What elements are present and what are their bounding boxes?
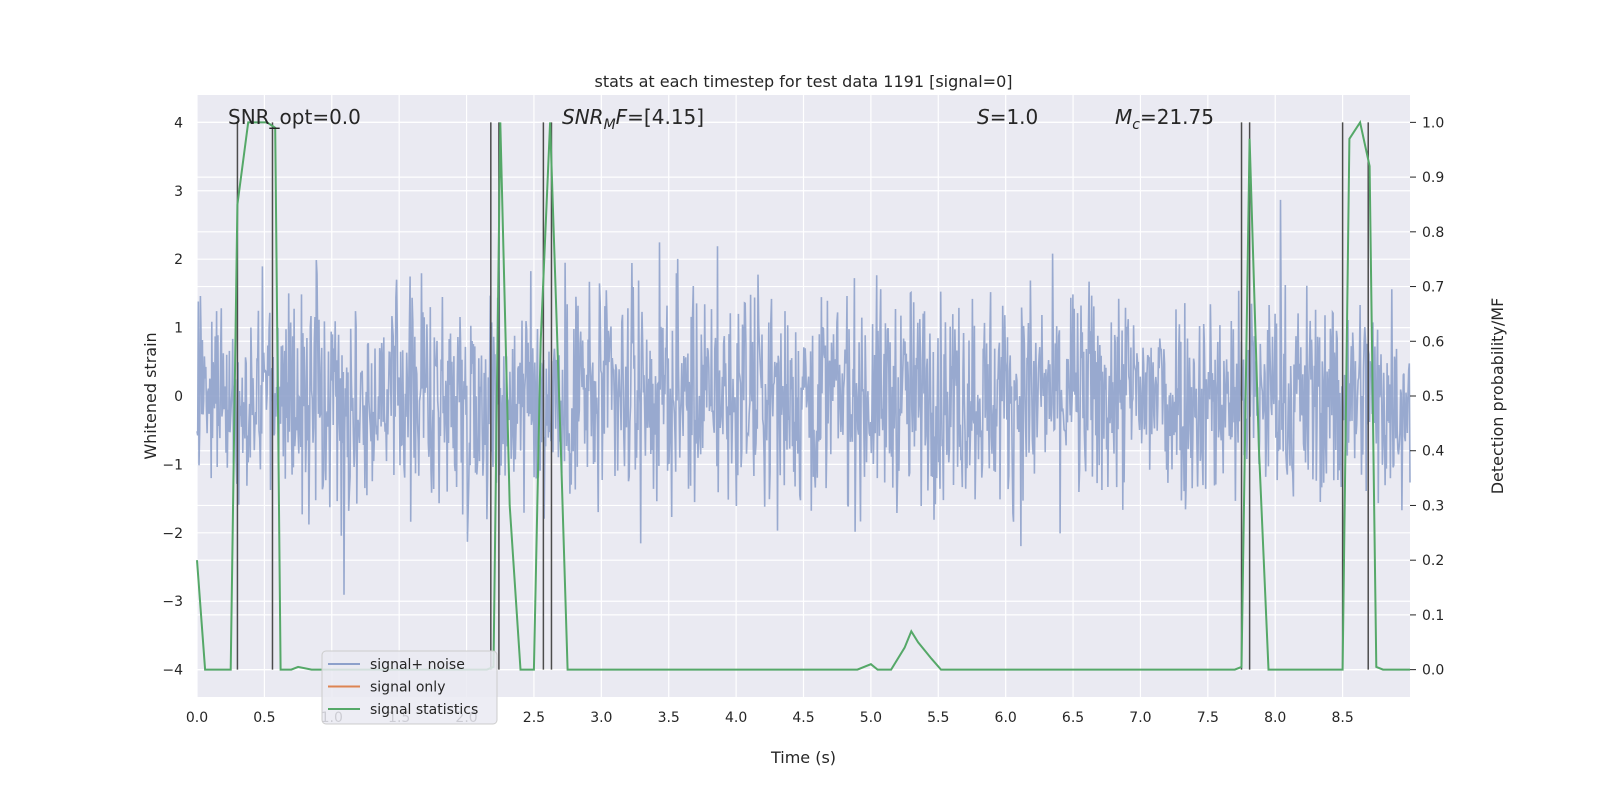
x-tick-label: 6.0 (995, 710, 1017, 726)
y2-tick-label: 0.7 (1422, 280, 1444, 296)
x-tick-label: 7.0 (1129, 710, 1151, 726)
x-tick-label: 3.0 (590, 710, 612, 726)
y-tick-label: 4 (174, 115, 183, 131)
y2-tick-label: 0.5 (1422, 389, 1444, 405)
y-tick-label: 3 (174, 184, 183, 200)
y2-tick-label: 0.6 (1422, 334, 1444, 350)
s-value: =1.0 (990, 105, 1039, 129)
y-tick-label: −3 (162, 594, 183, 610)
x-tick-label: 4.5 (792, 710, 814, 726)
grid-layer (196, 95, 1410, 697)
signal-noise-line (196, 199, 1411, 595)
y2-tick-label: 0.4 (1422, 444, 1444, 460)
snr-mf-symbol: SNR (562, 105, 604, 129)
y2-tick-label: 1.0 (1422, 115, 1444, 131)
snr-mf-subscript: M (604, 117, 616, 133)
y-axis-label: Whitened strain (141, 332, 160, 459)
s-symbol: S (977, 105, 990, 129)
statistics-series-layer (196, 119, 1410, 671)
y2-tick-label: 0.9 (1422, 170, 1444, 186)
legend-box (321, 650, 498, 725)
x-axis-label: Time (s) (770, 748, 836, 767)
y-tick-label: 2 (174, 252, 183, 268)
x-tick-label: 3.5 (658, 710, 680, 726)
snr-opt-annotation: SNR_opt=0.0 (228, 105, 361, 129)
x-tick-label: 6.5 (1062, 710, 1084, 726)
signal-statistics-line (196, 119, 1410, 671)
x-tick-label: 0.5 (253, 710, 275, 726)
x-tick-label: 2.5 (523, 710, 545, 726)
legend-label-signal-only: signal only (370, 680, 445, 696)
y2-tick-label: 0.3 (1422, 498, 1444, 514)
x-tick-label: 8.0 (1264, 710, 1286, 726)
chart-title: stats at each timestep for test data 119… (594, 72, 1012, 91)
x-tick-label: 0.0 (186, 710, 208, 726)
y-tick-label: −1 (162, 457, 183, 473)
snr-mf-value: F=[4.15] (616, 105, 704, 129)
legend-label-signal-noise: signal+ noise (370, 657, 465, 673)
snr-mf-f: F (616, 105, 628, 129)
y-tick-label: −4 (162, 663, 183, 679)
mc-symbol: M (1115, 105, 1132, 129)
mc-value: =21.75 (1140, 105, 1214, 129)
snr-mf-annotation: SNRMF=[4.15] (562, 105, 704, 133)
x-tick-label: 8.5 (1331, 710, 1353, 726)
x-tick-label: 4.0 (725, 710, 747, 726)
mc-subscript: c (1132, 117, 1140, 133)
y2-tick-label: 0.2 (1422, 553, 1444, 569)
s-annotation: S=1.0 (977, 105, 1038, 129)
x-tick-label: 5.0 (860, 710, 882, 726)
y-tick-label: 1 (174, 321, 183, 337)
x-tick-label: 5.5 (927, 710, 949, 726)
y2-axis-label: Detection probability/MF (1488, 298, 1507, 495)
y2-tick-label: 0.1 (1422, 608, 1444, 624)
y-tick-label: −2 (162, 526, 183, 542)
x-tick-label: 7.5 (1197, 710, 1219, 726)
legend-label-signal-statistics: signal statistics (370, 702, 478, 718)
y2-tick-label: 0.0 (1422, 663, 1444, 679)
legend: signal+ noise signal only signal statist… (321, 650, 498, 725)
noise-series-layer (196, 199, 1411, 595)
y2-tick-label: 0.8 (1422, 225, 1444, 241)
mc-annotation: Mc=21.75 (1115, 105, 1214, 133)
y-tick-label: 0 (174, 389, 183, 405)
